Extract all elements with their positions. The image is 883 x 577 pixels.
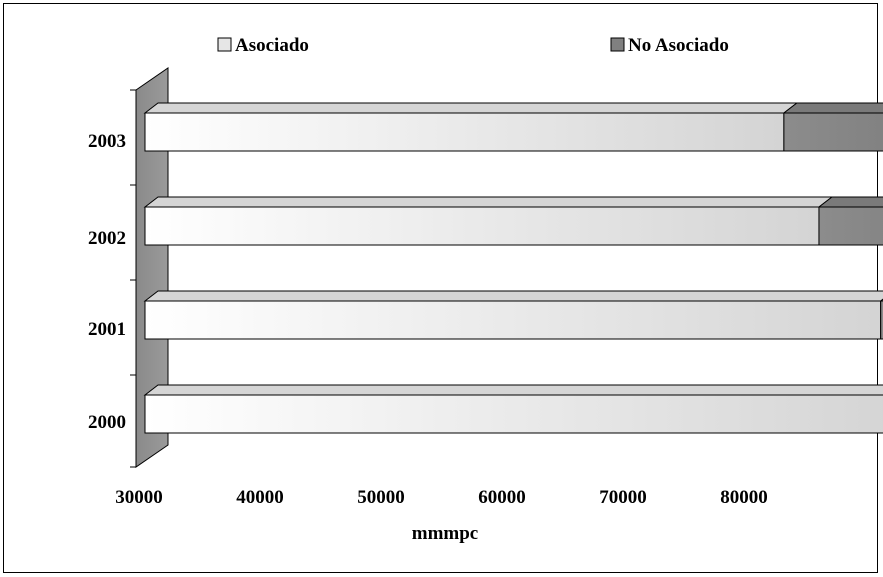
value-tick-80000: 80000 (720, 487, 768, 508)
value-tick-30000: 30000 (115, 487, 163, 508)
bar-no-asociado-2002 (818, 206, 883, 246)
bar-top-asociado-2001 (143, 290, 883, 302)
bar-asociado-2002 (144, 206, 820, 246)
bar-top-asociado-2000 (143, 384, 883, 396)
value-tick-labels: 30000 40000 50000 60000 70000 80000 (115, 487, 768, 508)
category-label-2003: 2003 (88, 131, 126, 152)
legend-label-asociado: Asociado (235, 35, 309, 56)
bar-no-asociado-2003 (783, 112, 883, 152)
bar-no-asociado-2001 (880, 300, 883, 340)
value-tick-50000: 50000 (357, 487, 405, 508)
legend: Asociado No Asociado (217, 35, 729, 56)
value-tick-40000: 40000 (236, 487, 284, 508)
bar-top-no-asociado-2003 (782, 102, 883, 114)
category-tick-labels: 2000 2001 2002 2003 (88, 131, 126, 433)
legend-label-no-asociado: No Asociado (628, 35, 729, 56)
bar-asociado-2003 (144, 112, 785, 152)
bar-asociado-2001 (144, 300, 882, 340)
bars-group (143, 102, 883, 434)
category-label-2001: 2001 (88, 319, 126, 340)
x-axis-label: mmmpc (412, 523, 478, 544)
value-tick-70000: 70000 (599, 487, 647, 508)
bar-top-asociado-2002 (143, 196, 834, 208)
legend-swatch-asociado (217, 37, 232, 52)
category-axis-ticks (130, 89, 136, 468)
category-label-2002: 2002 (88, 228, 126, 249)
legend-swatch-no-asociado (610, 37, 625, 52)
category-label-2000: 2000 (88, 412, 126, 433)
value-tick-60000: 60000 (478, 487, 526, 508)
bar-top-no-asociado-2002 (817, 196, 883, 208)
bar-top-asociado-2003 (143, 102, 799, 114)
bar-asociado-2000 (144, 394, 883, 434)
